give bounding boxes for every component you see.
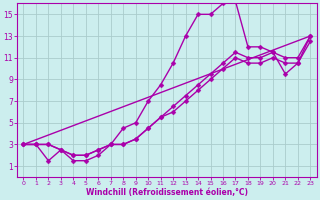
X-axis label: Windchill (Refroidissement éolien,°C): Windchill (Refroidissement éolien,°C) bbox=[86, 188, 248, 197]
